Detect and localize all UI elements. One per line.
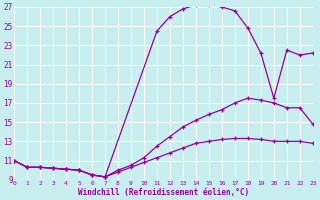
X-axis label: Windchill (Refroidissement éolien,°C): Windchill (Refroidissement éolien,°C)	[78, 188, 249, 197]
